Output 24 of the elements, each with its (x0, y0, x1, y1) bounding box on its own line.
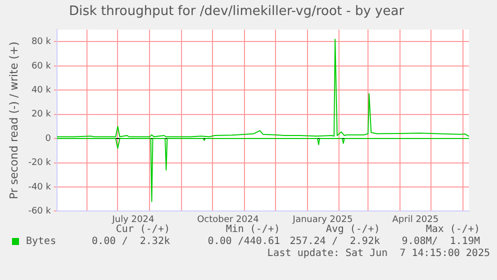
y-tick-label: 0 (45, 134, 52, 144)
text: Min (-/+) (224, 224, 280, 235)
y-tick-label: -20 k (28, 158, 52, 168)
text: 0.00 /440.61 (206, 236, 280, 247)
y-tick-label: 40 k (31, 85, 52, 96)
legend-label: Bytes (25, 236, 58, 247)
text: 0.00 / 2.32k (90, 236, 170, 247)
y-tick-label: -60 k (28, 206, 52, 217)
y-axis-title: Pr second read (-) / write (+) (7, 42, 20, 200)
text: Last update: Sat Jun 7 14:15:00 2025 (266, 248, 490, 259)
y-tick-label: 80 k (31, 37, 52, 48)
y-tick-label: 60 k (31, 61, 52, 72)
text: Avg (-/+) (324, 224, 380, 235)
x-tick-label: January 2025 (292, 214, 353, 225)
x-tick-label: October 2024 (197, 214, 260, 225)
x-tick-label: July 2024 (111, 214, 154, 225)
y-tick-label: 20 k (31, 110, 52, 120)
text: Cur (-/+) (114, 224, 170, 235)
chart-title: Disk throughput for /dev/limekiller-vg/root - by year (68, 4, 405, 20)
y-tick-label: -40 k (28, 182, 52, 192)
x-tick-label: April 2025 (392, 214, 439, 225)
text: Max (-/+) (424, 224, 480, 235)
text: 257.24 / 2.92k (288, 236, 380, 247)
text: 9.08M/ 1.19M (400, 236, 480, 247)
